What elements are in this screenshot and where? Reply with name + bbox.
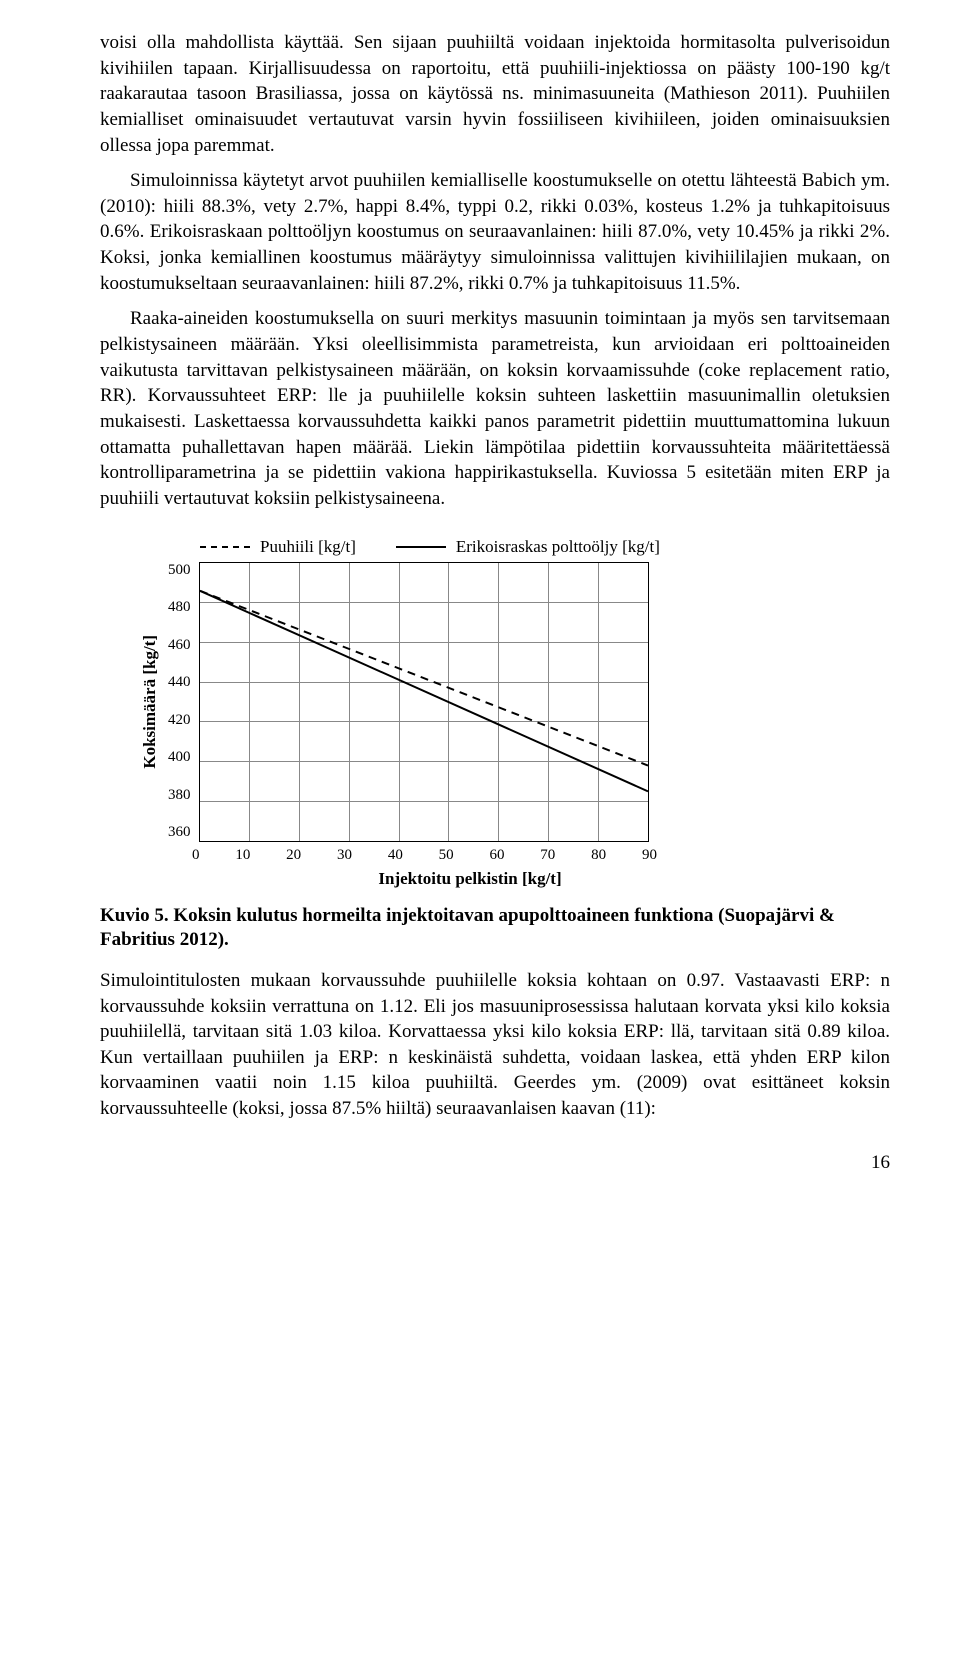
x-tick: 60 bbox=[489, 847, 504, 864]
chart-svg bbox=[200, 563, 648, 841]
x-axis-ticks: 0 10 20 30 40 50 60 70 80 90 bbox=[192, 847, 657, 864]
y-tick: 380 bbox=[168, 787, 191, 804]
x-tick: 30 bbox=[337, 847, 352, 864]
x-tick: 20 bbox=[286, 847, 301, 864]
y-tick: 440 bbox=[168, 674, 191, 691]
legend-label-puuhiili: Puuhiili [kg/t] bbox=[260, 537, 356, 557]
y-tick: 500 bbox=[168, 562, 191, 579]
y-tick: 400 bbox=[168, 749, 191, 766]
y-tick: 420 bbox=[168, 712, 191, 729]
figure-caption: Kuvio 5. Koksin kulutus hormeilta injekt… bbox=[100, 904, 890, 953]
chart-container: Puuhiili [kg/t] Erikoisraskas polttoöljy… bbox=[140, 537, 740, 889]
y-tick: 360 bbox=[168, 824, 191, 841]
y-axis-ticks: 500 480 460 440 420 400 380 360 bbox=[168, 562, 191, 842]
y-axis-label: Koksimäärä [kg/t] bbox=[140, 635, 160, 769]
plot-area bbox=[199, 562, 649, 842]
x-tick: 50 bbox=[439, 847, 454, 864]
chart-body: Koksimäärä [kg/t] 500 480 460 440 420 40… bbox=[140, 562, 740, 842]
x-tick: 80 bbox=[591, 847, 606, 864]
page-number: 16 bbox=[100, 1152, 890, 1174]
paragraph-3: Raaka-aineiden koostumuksella on suuri m… bbox=[100, 306, 890, 511]
x-tick: 40 bbox=[388, 847, 403, 864]
legend-line-dashed bbox=[200, 546, 250, 548]
x-tick: 10 bbox=[235, 847, 250, 864]
x-tick: 70 bbox=[540, 847, 555, 864]
y-tick: 460 bbox=[168, 637, 191, 654]
line-puuhiili bbox=[200, 590, 648, 765]
x-tick: 0 bbox=[192, 847, 200, 864]
paragraph-4: Simulointitulosten mukaan korvaussuhde p… bbox=[100, 968, 890, 1122]
paragraph-1: voisi olla mahdollista käyttää. Sen sija… bbox=[100, 30, 890, 158]
chart-legend: Puuhiili [kg/t] Erikoisraskas polttoöljy… bbox=[200, 537, 740, 557]
y-tick: 480 bbox=[168, 599, 191, 616]
legend-line-solid bbox=[396, 546, 446, 548]
line-erp bbox=[200, 590, 648, 791]
x-tick: 90 bbox=[642, 847, 657, 864]
legend-item-puuhiili: Puuhiili [kg/t] bbox=[200, 537, 356, 557]
legend-item-erp: Erikoisraskas polttoöljy [kg/t] bbox=[396, 537, 660, 557]
paragraph-2: Simuloinnissa käytetyt arvot puuhiilen k… bbox=[100, 168, 890, 296]
x-axis-label: Injektoitu pelkistin [kg/t] bbox=[200, 869, 740, 889]
legend-label-erp: Erikoisraskas polttoöljy [kg/t] bbox=[456, 537, 660, 557]
